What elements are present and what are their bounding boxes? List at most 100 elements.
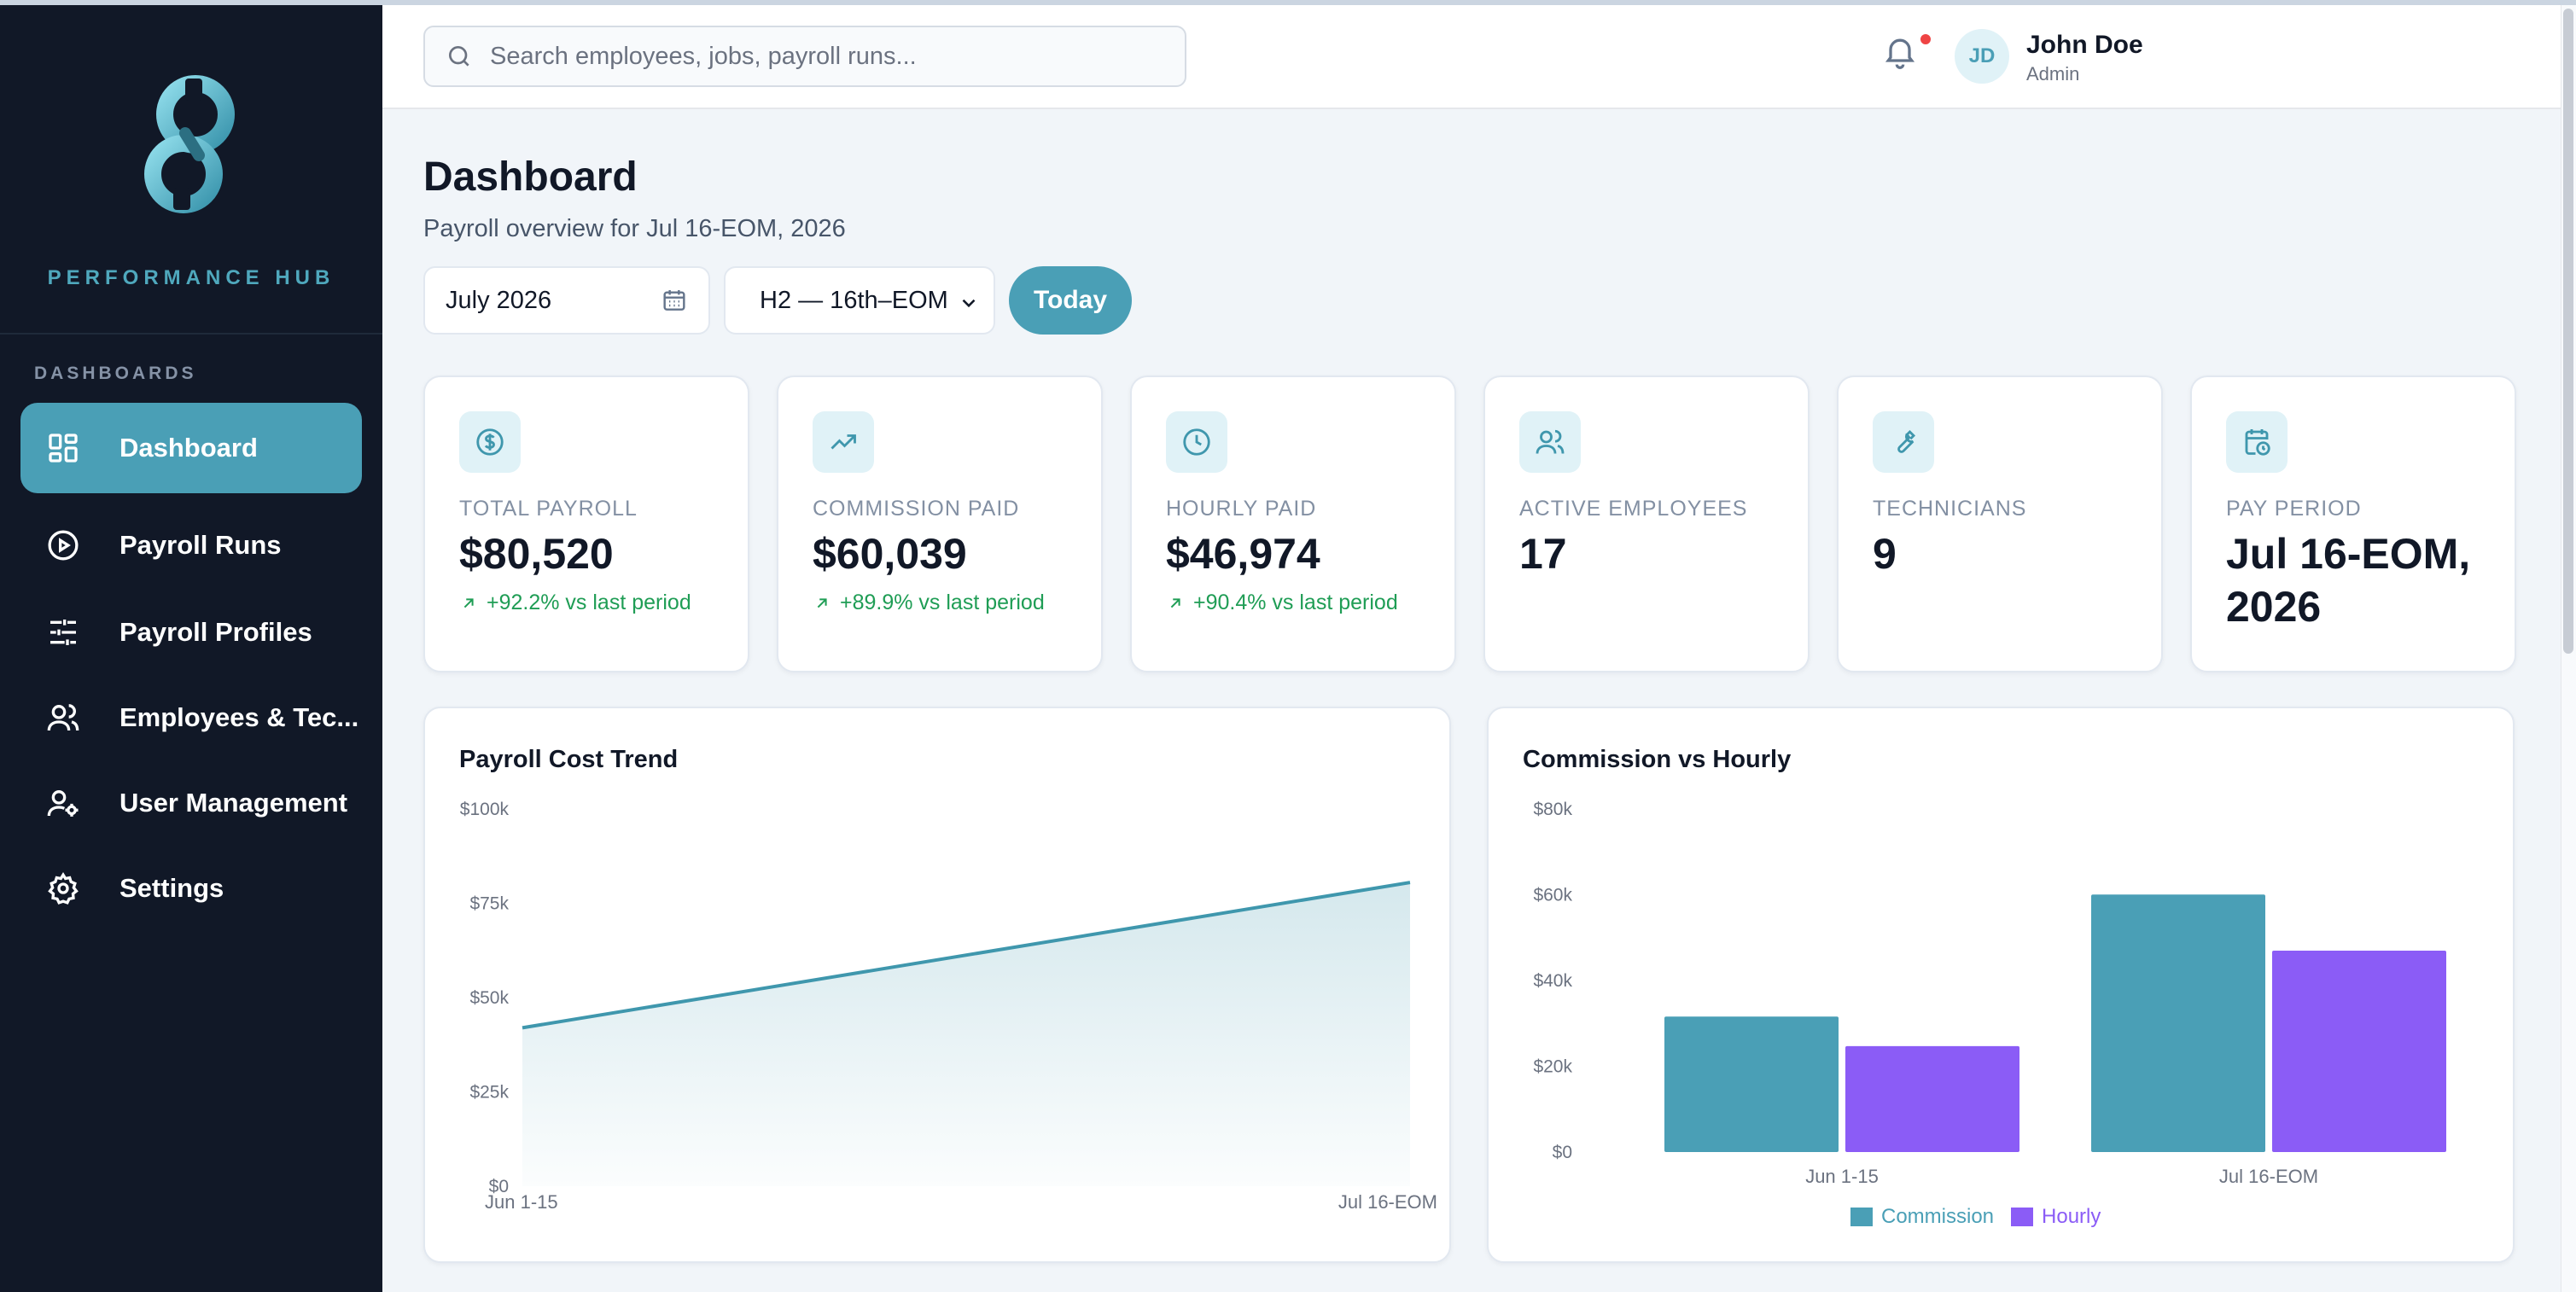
search-icon [449, 46, 469, 67]
stat-value: 17 [1519, 530, 1567, 578]
y-tick-label: $25k [469, 1083, 509, 1103]
y-tick-label: $75k [469, 894, 509, 914]
stat-delta-text: +90.4% vs last period [1193, 591, 1398, 614]
bar-commission-1 [2091, 894, 2265, 1152]
sidebar-item-dashboard[interactable]: Dashboard [20, 403, 362, 493]
y-tick-label: $80k [1533, 800, 1572, 819]
bar-hourly-0 [1845, 1045, 2019, 1152]
avatar[interactable]: JD [1955, 29, 2009, 84]
period-select-value: H2 — 16th–EOM [760, 286, 948, 314]
sidebar-item-label: Employees & Tec... [119, 702, 359, 732]
scrollbar-thumb[interactable] [2563, 9, 2573, 654]
stat-label: HOURLY PAID [1166, 497, 1317, 521]
sidebar-item-user-management[interactable]: User Management [20, 758, 362, 848]
sidebar-item-payroll-runs[interactable]: Payroll Runs [20, 500, 362, 591]
stat-value: 9 [1873, 530, 1897, 578]
stat-value: $46,974 [1166, 530, 1320, 578]
brand-name: PERFORMANCE HUB [47, 266, 335, 289]
users-icon [1519, 411, 1581, 473]
search-box[interactable] [423, 26, 1186, 87]
legend-item-commission[interactable]: Commission [1850, 1205, 1994, 1229]
y-tick-label: $60k [1533, 886, 1572, 905]
stat-card-pay-period: PAY PERIOD Jul 16-EOM, 2026 [2190, 375, 2516, 672]
wrench-icon [1873, 411, 1934, 473]
sidebar-item-label: Payroll Runs [119, 530, 282, 560]
sidebar-item-payroll-profiles[interactable]: Payroll Profiles [20, 587, 362, 678]
notification-dot [1919, 32, 1932, 46]
stat-label: ACTIVE EMPLOYEES [1519, 497, 1748, 521]
stat-label: PAY PERIOD [2226, 497, 2362, 521]
stat-card-active-employees: ACTIVE EMPLOYEES 17 [1483, 375, 1810, 672]
page-title: Dashboard [423, 154, 638, 200]
today-button[interactable]: Today [1009, 266, 1132, 335]
y-tick-label: $20k [1533, 1057, 1572, 1077]
sidebar-item-label: User Management [119, 788, 348, 818]
stat-delta: +90.4% vs last period [1166, 591, 1398, 615]
sidebar-item-label: Dashboard [119, 433, 258, 463]
sidebar-item-settings[interactable]: Settings [20, 843, 362, 934]
grid-icon [43, 428, 84, 468]
area-fill [522, 882, 1410, 1186]
bell-icon[interactable] [1881, 32, 1919, 70]
wrench-figure-eight-logo-icon [144, 75, 235, 213]
sidebar-divider [0, 333, 382, 335]
stat-value: Jul 16-EOM, 2026 [2226, 530, 2471, 631]
calendar-icon[interactable] [661, 287, 688, 314]
sidebar-item-employees[interactable]: Employees & Tec... [20, 672, 362, 763]
legend-item-hourly[interactable]: Hourly [2011, 1205, 2101, 1229]
topbar: JD John Doe Admin [382, 5, 2561, 109]
month-picker-value: July 2026 [446, 286, 552, 314]
chevron-down-icon [962, 299, 976, 308]
sidebar-section-label: DASHBOARDS [34, 364, 197, 383]
x-tick-label: Jun 1-15 [1805, 1166, 1879, 1187]
stat-delta: +89.9% vs last period [813, 591, 1045, 615]
legend-label: Commission [1881, 1205, 1995, 1228]
stat-label: TOTAL PAYROLL [459, 497, 638, 521]
user-cog-icon [43, 783, 84, 824]
sidebar-item-label: Payroll Profiles [119, 617, 312, 647]
calendar-clock-icon [2226, 411, 2288, 473]
x-tick-label: Jun 1-15 [485, 1191, 558, 1213]
arrow-up-right-icon [817, 597, 827, 608]
legend-swatch [2011, 1208, 2034, 1226]
search-input[interactable] [490, 42, 1156, 71]
legend-swatch [1850, 1208, 1873, 1226]
stat-delta-text: +89.9% vs last period [840, 591, 1045, 614]
sidebar-item-label: Settings [119, 873, 224, 903]
sidebar: PERFORMANCE HUB DASHBOARDS Dashboard Pay… [0, 0, 382, 1292]
chart-legend: Commission Hourly [1850, 1205, 2118, 1229]
users-icon [43, 697, 84, 738]
sliders-icon [43, 612, 84, 653]
legend-label: Hourly [2042, 1205, 2101, 1228]
stat-card-technicians: TECHNICIANS 9 [1837, 375, 2163, 672]
period-select[interactable]: H2 — 16th–EOM [724, 266, 995, 335]
stat-delta-text: +92.2% vs last period [487, 591, 691, 614]
stat-card-total-payroll: TOTAL PAYROLL $80,520 +92.2% vs last per… [423, 375, 749, 672]
series-line [522, 881, 1411, 1030]
chart-title: Payroll Cost Trend [459, 746, 679, 773]
y-tick-label: $0 [1553, 1143, 1572, 1162]
page-subtitle: Payroll overview for Jul 16-EOM, 2026 [423, 215, 846, 242]
commission-vs-hourly-chart: $0 $20k $40k $60k $80k Jun 1-15 Jul 16-EOM [1533, 800, 2446, 1187]
stat-delta: +92.2% vs last period [459, 591, 691, 615]
brand-logo[interactable] [0, 73, 382, 223]
user-name[interactable]: John Doe [2026, 31, 2143, 59]
play-circle-icon [43, 525, 84, 566]
stat-value: $80,520 [459, 530, 614, 578]
stat-label: COMMISSION PAID [813, 497, 1020, 521]
chart-title: Commission vs Hourly [1523, 746, 1792, 773]
bar-hourly-1 [2272, 950, 2446, 1152]
y-tick-label: $0 [489, 1177, 509, 1196]
chart-card-commission-vs-hourly: Commission vs Hourly $0 $20k $40k $60k $80k J… [1487, 707, 2515, 1263]
payroll-cost-trend-chart: $0 $25k $50k $75k $100k Jun 1-15 Jul 16-EOM [460, 800, 1437, 1213]
y-tick-label: $40k [1533, 971, 1572, 991]
stat-value: $60,039 [813, 530, 967, 578]
month-picker[interactable]: July 2026 [423, 266, 710, 335]
stat-card-commission-paid: COMMISSION PAID $60,039 +89.9% vs last p… [777, 375, 1103, 672]
arrow-up-right-icon [463, 597, 474, 608]
user-role: Admin [2026, 63, 2080, 84]
window-top-border [0, 0, 2576, 5]
chart-card-payroll-cost-trend: Payroll Cost Trend $0 $25k $50k $75k $100k Ju… [423, 707, 1451, 1263]
stat-card-hourly-paid: HOURLY PAID $46,974 +90.4% vs last perio… [1130, 375, 1456, 672]
y-tick-label: $50k [469, 988, 509, 1008]
